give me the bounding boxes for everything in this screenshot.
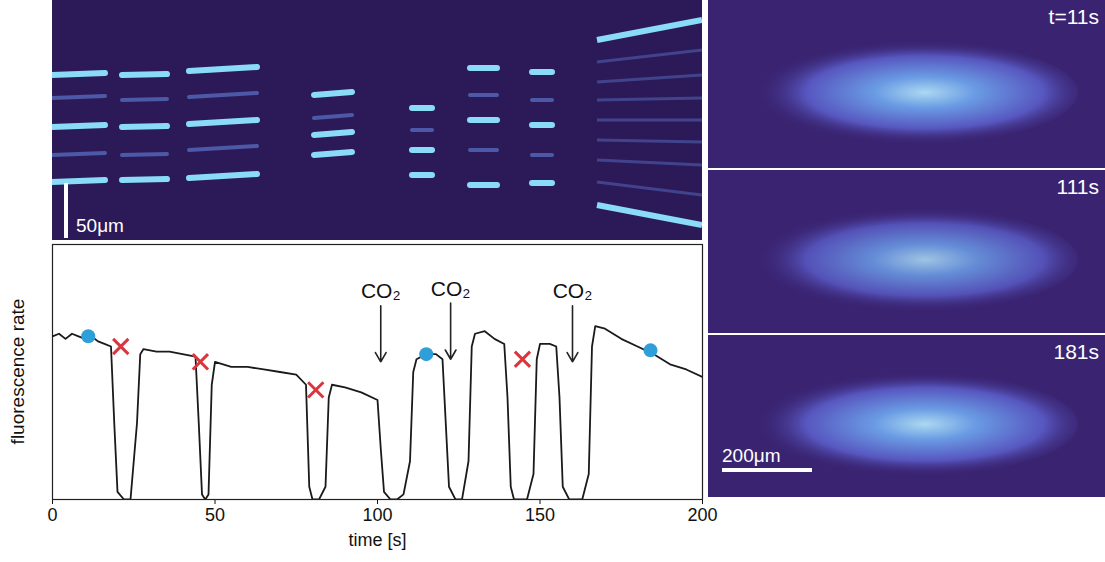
svg-text:111s: 111s <box>1057 175 1099 198</box>
svg-text:100: 100 <box>362 505 392 525</box>
svg-text:50: 50 <box>205 505 225 525</box>
svg-text:CO₂: CO₂ <box>361 279 401 302</box>
svg-text:200μm: 200μm <box>722 445 780 466</box>
svg-text:CO₂: CO₂ <box>431 277 471 300</box>
svg-text:0: 0 <box>47 505 57 525</box>
svg-text:CO₂: CO₂ <box>553 279 593 302</box>
svg-text:200: 200 <box>687 505 717 525</box>
svg-text:150: 150 <box>525 505 555 525</box>
svg-text:fluorescence rate: fluorescence rate <box>7 299 28 445</box>
svg-text:50μm: 50μm <box>76 215 124 236</box>
svg-text:time [s]: time [s] <box>348 530 406 550</box>
svg-text:t=11s: t=11s <box>1049 5 1099 28</box>
svg-text:181s: 181s <box>1053 340 1099 363</box>
